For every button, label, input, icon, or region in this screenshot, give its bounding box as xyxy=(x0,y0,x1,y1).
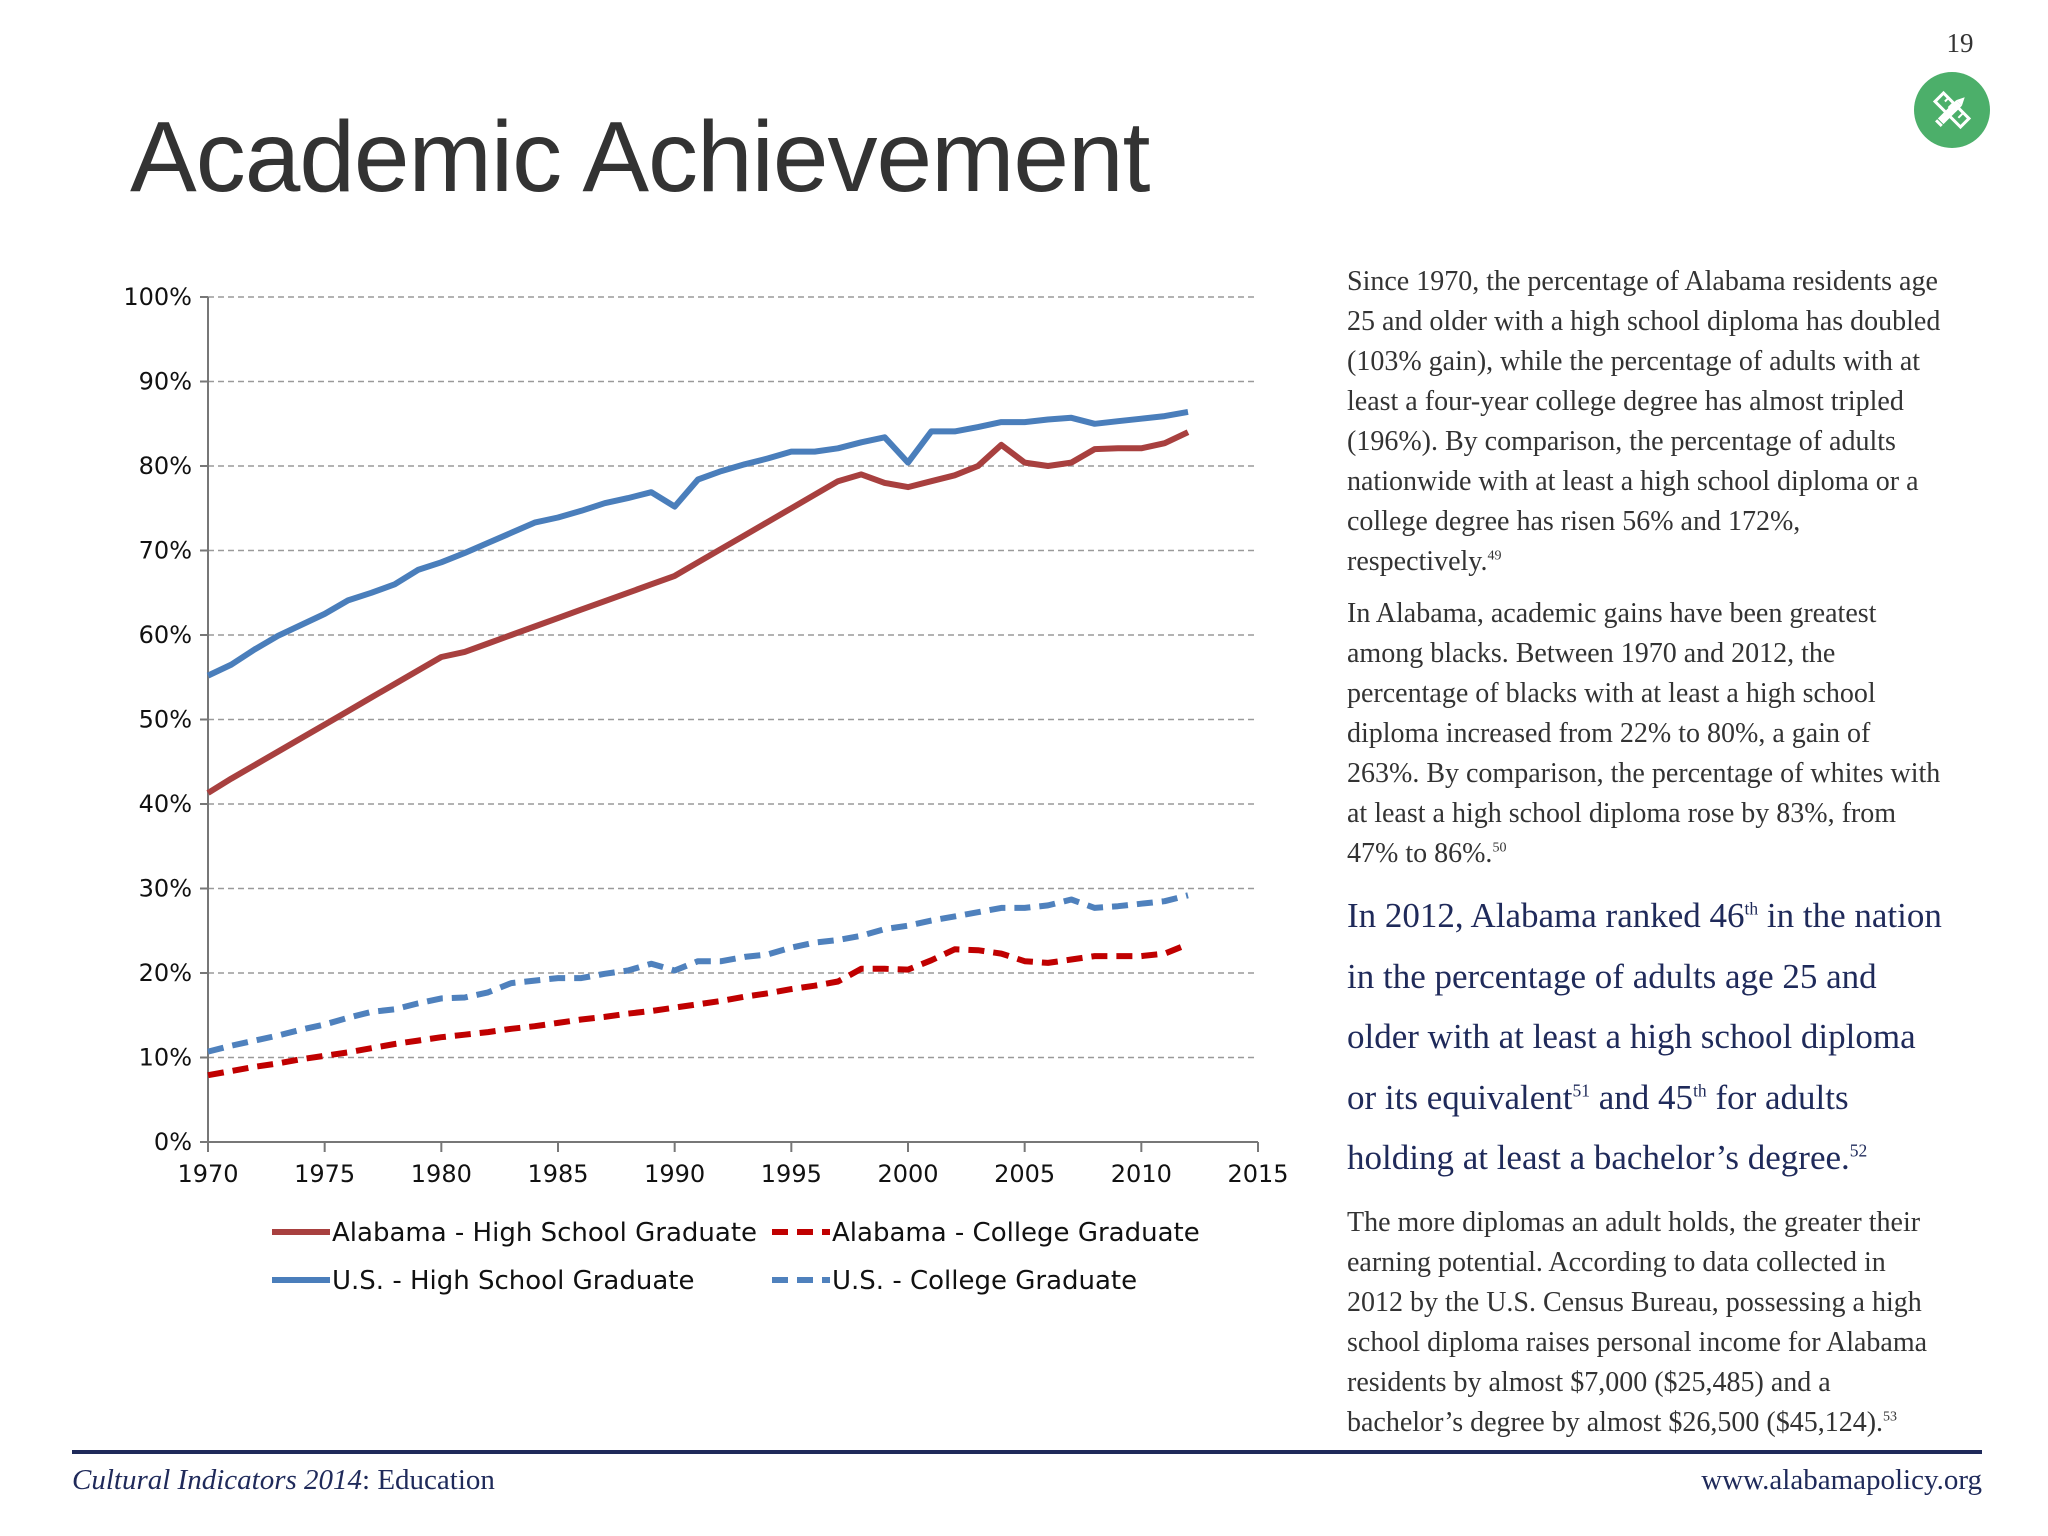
legend-label: U.S. - College Graduate xyxy=(832,1266,1137,1296)
page-number: 19 xyxy=(1946,28,1974,58)
series-line-0 xyxy=(206,429,1190,796)
line-chart: 0% 10% 20% 30% 40% 50% 60% 70% 80% 90% 100% 1970 197… xyxy=(123,283,1288,1296)
x-tick-label: 1980 xyxy=(411,1160,472,1188)
pencil-ruler-icon xyxy=(1932,90,1972,130)
income-paragraph: The more diplomas an adult holds, the gr… xyxy=(1347,1203,1947,1443)
chart-axes xyxy=(200,296,1259,1152)
x-tick-label: 2000 xyxy=(877,1160,938,1188)
x-tick-label: 1990 xyxy=(644,1160,705,1188)
chart-series xyxy=(206,408,1190,1079)
intro-paragraph-text: Since 1970, the percentage of Alabama re… xyxy=(1347,266,1941,577)
publication-section: : Education xyxy=(362,1464,495,1496)
ordinal-suffix: th xyxy=(1744,898,1759,919)
y-tick-label: 40% xyxy=(139,790,192,818)
footnote-ref: 50 xyxy=(1492,840,1507,856)
income-paragraph-text: The more diplomas an adult holds, the gr… xyxy=(1347,1206,1928,1438)
x-tick-label: 2015 xyxy=(1227,1160,1288,1188)
x-tick-label: 1970 xyxy=(177,1160,238,1188)
race-paragraph: In Alabama, academic gains have been gre… xyxy=(1347,594,1947,874)
x-tick-label: 1985 xyxy=(527,1160,588,1188)
series-line-3 xyxy=(207,892,1189,1055)
ranking-callout: In 2012, Alabama ranked 46th in the nati… xyxy=(1347,886,1947,1189)
y-tick-label: 90% xyxy=(139,368,192,396)
callout-text: In 2012, Alabama ranked 46 xyxy=(1347,896,1745,935)
legend-label: U.S. - High School Graduate xyxy=(332,1266,694,1296)
footnote-ref: 49 xyxy=(1487,548,1502,564)
ordinal-suffix: th xyxy=(1693,1079,1707,1100)
footnote-ref: 52 xyxy=(1849,1140,1868,1161)
y-tick-label: 20% xyxy=(139,959,192,987)
y-tick-label: 60% xyxy=(139,621,192,649)
x-tick-label: 2005 xyxy=(994,1160,1055,1188)
legend-label: Alabama - High School Graduate xyxy=(332,1218,757,1248)
footer-publication: Cultural Indicators 2014: Education xyxy=(72,1464,495,1497)
y-tick-label: 80% xyxy=(139,452,192,480)
series-line-1 xyxy=(207,941,1190,1079)
education-badge xyxy=(1914,72,1990,148)
footnote-ref: 53 xyxy=(1883,1409,1898,1425)
race-paragraph-text: In Alabama, academic gains have been gre… xyxy=(1347,598,1941,869)
publication-name: Cultural Indicators 2014 xyxy=(72,1464,363,1496)
chart-tick-labels: 0% 10% 20% 30% 40% 50% 60% 70% 80% 90% 100% 1970 197… xyxy=(123,283,1288,1188)
intro-paragraph: Since 1970, the percentage of Alabama re… xyxy=(1347,262,1947,582)
y-tick-label: 30% xyxy=(139,875,192,903)
text-column: Since 1970, the percentage of Alabama re… xyxy=(1347,262,1947,1455)
chart-grid xyxy=(208,296,1258,1059)
page-title: Academic Achievement xyxy=(130,101,1150,213)
y-tick-label: 50% xyxy=(139,706,192,734)
series-line-2 xyxy=(206,408,1189,679)
legend-label: Alabama - College Graduate xyxy=(832,1218,1200,1248)
x-tick-label: 1995 xyxy=(761,1160,822,1188)
x-tick-label: 2010 xyxy=(1111,1160,1172,1188)
footnote-ref: 51 xyxy=(1572,1079,1591,1100)
y-tick-label: 100% xyxy=(123,283,192,311)
y-tick-label: 0% xyxy=(154,1128,192,1156)
callout-text: and 45 xyxy=(1590,1077,1694,1117)
y-tick-label: 10% xyxy=(139,1044,192,1072)
callout-text: for adults holding at least a bachelor’s… xyxy=(1347,1077,1850,1178)
footer-rule xyxy=(72,1450,1982,1454)
chart-legend: Alabama - High School Graduate Alabama - … xyxy=(272,1218,1200,1296)
x-tick-label: 1975 xyxy=(294,1160,355,1188)
callout-text: in the nation in the percentage of adult… xyxy=(1347,896,1942,1117)
y-tick-label: 70% xyxy=(139,537,192,565)
footer-website: www.alabamapolicy.org xyxy=(1701,1464,1982,1496)
